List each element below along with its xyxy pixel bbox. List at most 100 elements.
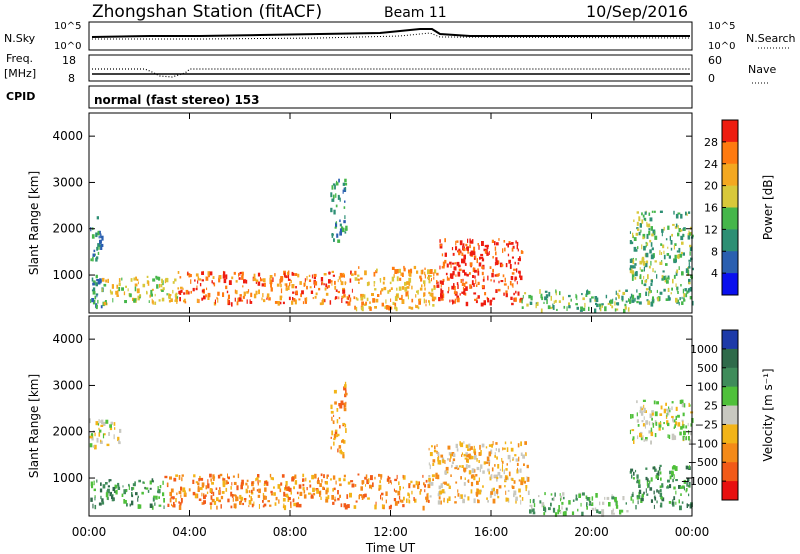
- echo-cell: [172, 496, 175, 500]
- echo-cell: [378, 488, 381, 491]
- echo-cell: [679, 505, 682, 511]
- echo-cell: [645, 476, 648, 481]
- echo-cell: [641, 493, 644, 498]
- echo-cell: [636, 474, 639, 479]
- echo-cell: [428, 481, 431, 485]
- echo-cell: [480, 302, 484, 307]
- echo-cell: [636, 412, 638, 417]
- echo-cell: [568, 294, 571, 298]
- noise-right-bottom: 10^0: [708, 41, 735, 52]
- echo-cell: [540, 308, 543, 314]
- echo-cell: [659, 261, 663, 265]
- echo-cell: [125, 489, 127, 493]
- echo-cell: [686, 290, 689, 294]
- echo-cell: [568, 500, 571, 505]
- echo-cell: [474, 255, 477, 258]
- echo-cell: [520, 480, 523, 485]
- echo-cell: [425, 496, 427, 500]
- echo-cell: [673, 274, 676, 279]
- echo-cell: [689, 432, 693, 436]
- echo-cell: [150, 293, 153, 297]
- echo-cell: [246, 299, 248, 304]
- colorbar-swatch: [722, 163, 738, 187]
- echo-cell: [612, 512, 615, 515]
- echo-cell: [380, 475, 382, 480]
- echo-cell: [213, 501, 217, 505]
- echo-cell: [343, 386, 346, 391]
- echo-cell: [308, 274, 311, 277]
- echo-cell: [660, 405, 663, 410]
- echo-cell: [681, 296, 683, 300]
- echo-cell: [339, 483, 342, 487]
- echo-cell: [575, 498, 578, 501]
- echo-cell: [594, 308, 597, 314]
- echo-cell: [301, 290, 304, 295]
- echo-cell: [216, 497, 219, 502]
- echo-cell: [522, 295, 524, 299]
- echo-cell: [654, 496, 657, 501]
- echo-cell: [309, 286, 312, 289]
- echo-cell: [164, 475, 168, 479]
- x-tick-label: 20:00: [574, 525, 609, 539]
- echo-cell: [490, 491, 494, 495]
- echo-cell: [295, 290, 298, 295]
- echo-cell: [342, 289, 346, 294]
- echo-cell: [507, 489, 510, 492]
- echo-cell: [230, 491, 233, 497]
- echo-cell: [448, 286, 450, 292]
- echo-cell: [93, 488, 96, 492]
- echo-cell: [201, 492, 203, 497]
- echo-cell: [491, 239, 494, 243]
- echo-cell: [671, 470, 674, 476]
- echo-cell: [486, 246, 489, 250]
- echo-cell: [199, 475, 201, 480]
- echo-cell: [107, 278, 109, 283]
- echo-cell: [325, 283, 328, 288]
- colorbar-tick-label: −1000: [681, 475, 718, 488]
- echo-cell: [385, 491, 388, 496]
- echo-cell: [488, 444, 492, 447]
- echo-cell: [255, 279, 259, 283]
- echo-cell: [468, 464, 471, 468]
- echo-cell: [166, 293, 168, 296]
- echo-cell: [92, 301, 96, 305]
- echo-cell: [643, 266, 645, 272]
- echo-cell: [497, 471, 501, 476]
- echo-cell: [180, 486, 183, 491]
- echo-cell: [168, 295, 171, 300]
- echo-cell: [502, 464, 503, 469]
- echo-cell: [403, 496, 405, 501]
- echo-cell: [509, 459, 511, 463]
- echo-cell: [389, 289, 391, 292]
- echo-cell: [511, 242, 514, 245]
- echo-cell: [556, 308, 558, 311]
- echo-cell: [373, 281, 376, 284]
- echo-cell: [320, 473, 323, 477]
- echo-cell: [632, 499, 634, 504]
- echo-cell: [319, 483, 322, 487]
- echo-cell: [320, 277, 324, 282]
- echo-cell: [331, 270, 334, 273]
- echo-cell: [646, 221, 648, 227]
- echo-cell: [516, 281, 518, 285]
- echo-cell: [550, 295, 552, 301]
- echo-cell: [684, 299, 686, 302]
- echo-cell: [449, 458, 451, 462]
- echo-cell: [673, 245, 675, 250]
- echo-cell: [463, 290, 466, 295]
- echo-cell: [314, 473, 317, 479]
- echo-cell: [211, 280, 213, 284]
- nave-line: [92, 68, 690, 78]
- echo-cell: [428, 447, 430, 451]
- echo-cell: [399, 297, 402, 300]
- echo-cell: [461, 454, 463, 457]
- echo-cell: [515, 496, 518, 501]
- echo-cell: [436, 280, 438, 283]
- echo-cell: [510, 276, 514, 281]
- echo-cell: [158, 299, 161, 302]
- echo-cell: [136, 288, 140, 294]
- echo-cell: [531, 504, 533, 510]
- echo-cell: [394, 478, 398, 482]
- echo-cell: [646, 242, 649, 246]
- echo-cell: [201, 279, 204, 282]
